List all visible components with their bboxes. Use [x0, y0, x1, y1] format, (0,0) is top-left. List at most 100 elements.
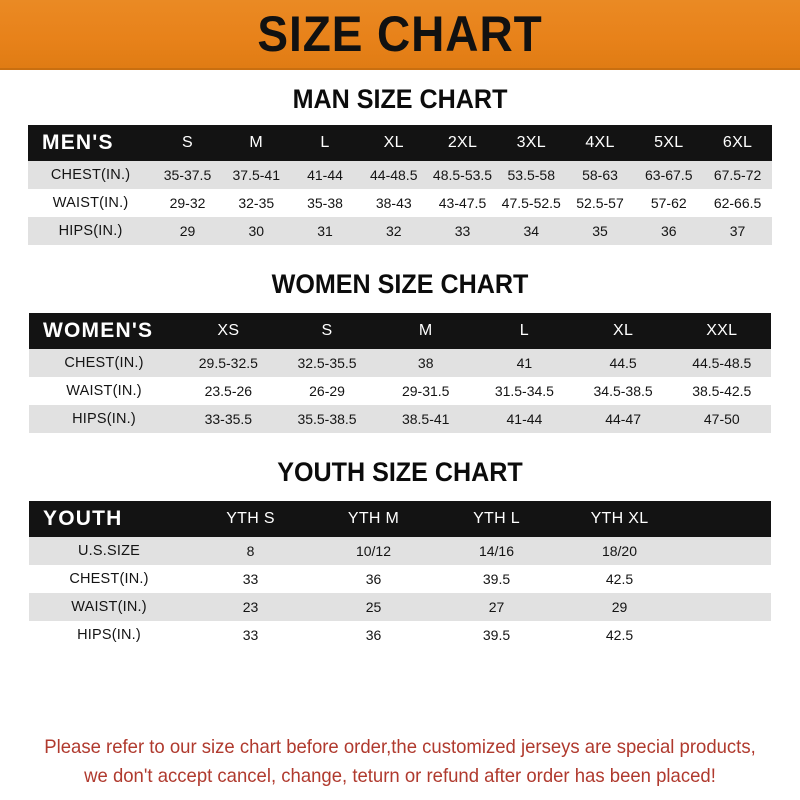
- row-label: WAIST(IN.): [52, 195, 129, 211]
- table-cell: 39.5: [482, 571, 511, 587]
- footer-line-2: we don't accept cancel, change, teturn o…: [84, 765, 716, 787]
- youth-table-body: U.S.SIZE 8 10/12 14/16 18/20 CHEST(IN.) …: [29, 537, 771, 649]
- footer-line-1: Please refer to our size chart before or…: [44, 736, 756, 758]
- table-cell-spacer: [681, 593, 771, 621]
- table-cell: 38.5-42.5: [692, 383, 752, 399]
- table-cell: 29.5-32.5: [198, 355, 258, 371]
- table-cell: 35.5-38.5: [297, 411, 357, 427]
- table-cell: 25: [365, 599, 382, 615]
- row-label: HIPS(IN.): [72, 411, 136, 427]
- men-table-header: MEN'S S M L XL 2XL 3XL 4XL 5XL 6XL: [28, 125, 772, 161]
- table-header-row: YOUTH YTH S YTH M YTH L YTH XL: [29, 501, 771, 537]
- table-cell: 18/20: [601, 543, 638, 559]
- column-header: L: [519, 322, 529, 339]
- youth-corner-label: YOUTH: [43, 507, 123, 530]
- table-cell: 41-44: [506, 411, 543, 427]
- table-cell: 58-63: [582, 167, 618, 183]
- table-cell: 30: [248, 223, 265, 239]
- table-cell: 41: [516, 355, 533, 371]
- row-label: HIPS(IN.): [58, 223, 123, 239]
- table-row: WAIST(IN.) 29-32 32-35 35-38 38-43 43-47…: [28, 189, 772, 217]
- table-cell: 10/12: [355, 543, 392, 559]
- column-header: M: [249, 134, 264, 151]
- men-corner-label: MEN'S: [42, 131, 114, 154]
- table-row: WAIST(IN.) 23.5-26 26-29 29-31.5 31.5-34…: [29, 377, 772, 405]
- table-cell: 33-35.5: [204, 411, 253, 427]
- column-header: 2XL: [447, 134, 478, 151]
- table-cell: 32: [385, 223, 402, 239]
- women-corner-label: WOMEN'S: [43, 319, 154, 342]
- women-table-body: CHEST(IN.) 29.5-32.5 32.5-35.5 38 41 44.…: [29, 349, 772, 433]
- youth-table-header: YOUTH YTH S YTH M YTH L YTH XL: [29, 501, 771, 537]
- men-size-table: MEN'S S M L XL 2XL 3XL 4XL 5XL 6XL CHEST…: [28, 125, 772, 245]
- table-cell: 62-66.5: [713, 195, 762, 211]
- table-cell: 38.5-41: [401, 411, 450, 427]
- table-header-row: MEN'S S M L XL 2XL 3XL 4XL 5XL 6XL: [28, 125, 772, 161]
- table-header-row: WOMEN'S XS S M L XL XXL: [29, 313, 772, 349]
- table-cell: 8: [246, 543, 255, 559]
- section-title-women: WOMEN SIZE CHART: [271, 269, 529, 299]
- youth-size-table: YOUTH YTH S YTH M YTH L YTH XL U.S.SIZE …: [29, 501, 771, 649]
- table-row: HIPS(IN.) 33 36 39.5 42.5: [29, 621, 771, 649]
- row-label: WAIST(IN.): [71, 599, 147, 615]
- table-cell: 31.5-34.5: [494, 383, 554, 399]
- table-row: CHEST(IN.) 35-37.5 37.5-41 41-44 44-48.5…: [28, 161, 772, 189]
- column-header: YTH L: [473, 510, 520, 527]
- table-cell: 67.5-72: [713, 167, 762, 183]
- table-cell: 35: [592, 223, 608, 239]
- table-cell: 42.5: [605, 627, 634, 643]
- table-cell: 29-32: [169, 195, 206, 211]
- footer-note: Please refer to our size chart before or…: [20, 733, 780, 791]
- table-cell: 32.5-35.5: [297, 355, 357, 371]
- column-header-spacer: [681, 501, 771, 537]
- column-header: YTH S: [226, 510, 275, 527]
- women-size-table: WOMEN'S XS S M L XL XXL CHEST(IN.) 29.5-…: [29, 313, 772, 433]
- table-cell: 47-50: [703, 411, 740, 427]
- table-cell: 42.5: [605, 571, 634, 587]
- table-cell-spacer: [681, 565, 771, 593]
- table-cell: 35-38: [307, 195, 343, 211]
- table-row: WAIST(IN.) 23 25 27 29: [29, 593, 771, 621]
- table-cell: 47.5-52.5: [501, 195, 561, 211]
- column-header: S: [182, 134, 193, 151]
- table-cell: 39.5: [482, 627, 511, 643]
- table-cell: 34: [523, 223, 540, 239]
- table-row: CHEST(IN.) 29.5-32.5 32.5-35.5 38 41 44.…: [29, 349, 772, 377]
- section-title-youth: YOUTH SIZE CHART: [277, 457, 523, 487]
- table-cell: 38-43: [375, 195, 412, 211]
- column-header: XL: [613, 322, 634, 339]
- table-cell: 33: [454, 223, 471, 239]
- page-title: SIZE CHART: [257, 6, 543, 62]
- table-cell-spacer: [681, 621, 771, 649]
- table-cell: 41-44: [307, 167, 343, 183]
- row-label: U.S.SIZE: [77, 543, 141, 559]
- column-header: 4XL: [585, 134, 615, 151]
- table-cell: 44-47: [605, 411, 641, 427]
- row-label: CHEST(IN.): [69, 571, 149, 587]
- banner: SIZE CHART: [0, 0, 800, 70]
- table-cell: 63-67.5: [645, 167, 693, 183]
- column-header: YTH M: [347, 510, 400, 527]
- table-cell: 36: [660, 223, 677, 239]
- row-label: HIPS(IN.): [77, 627, 141, 643]
- column-header: M: [418, 322, 433, 339]
- table-cell: 26-29: [309, 383, 345, 399]
- women-size-chart: WOMEN'S XS S M L XL XXL CHEST(IN.) 29.5-…: [29, 313, 772, 433]
- row-label: WAIST(IN.): [66, 383, 142, 399]
- table-cell: 29-31.5: [401, 383, 450, 399]
- table-cell: 37: [729, 223, 746, 239]
- youth-size-chart: YOUTH YTH S YTH M YTH L YTH XL U.S.SIZE …: [29, 501, 771, 649]
- table-cell: 33: [242, 571, 259, 587]
- column-header: 6XL: [722, 134, 753, 151]
- column-header: S: [321, 322, 333, 339]
- table-row: HIPS(IN.) 29 30 31 32 33 34 35 36 37: [28, 217, 772, 245]
- table-cell: 48.5-53.5: [432, 167, 493, 183]
- table-cell: 52.5-57: [576, 195, 624, 211]
- table-row: HIPS(IN.) 33-35.5 35.5-38.5 38.5-41 41-4…: [29, 405, 772, 433]
- column-header: 5XL: [654, 134, 684, 151]
- section-title-men: MAN SIZE CHART: [292, 84, 508, 114]
- table-cell: 43-47.5: [438, 195, 487, 211]
- table-cell: 14/16: [478, 543, 515, 559]
- table-cell: 44.5: [609, 355, 637, 371]
- table-cell: 23: [242, 599, 259, 615]
